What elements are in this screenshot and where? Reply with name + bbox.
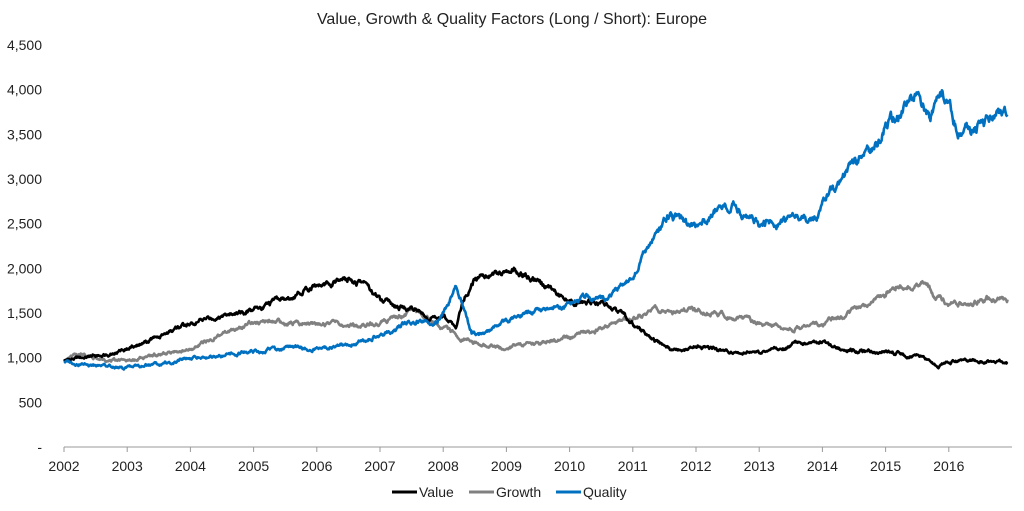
x-tick-label: 2011 (618, 458, 648, 474)
x-axis: 2002 2003 2004 2005 2006 2007 2008 2009 2010 2011… (48, 447, 965, 474)
x-tick-label: 2015 (870, 458, 901, 474)
x-tick-label: 2008 (428, 458, 459, 474)
y-axis: - 500 1,000 1,500 2,000 2,500 3,000 3,500 4,000 4… (7, 37, 42, 455)
x-tick-label: 2002 (48, 458, 79, 474)
y-tick-label: - (37, 439, 42, 455)
legend: Value Growth Quality (392, 484, 627, 500)
y-tick-label: 2,000 (7, 260, 42, 276)
y-tick-label: 3,000 (7, 171, 42, 187)
x-tick-label: 2006 (301, 458, 332, 474)
y-tick-label: 2,500 (7, 216, 42, 232)
x-tick-label: 2005 (238, 458, 269, 474)
x-tick-label: 2013 (744, 458, 775, 474)
x-tick-label: 2007 (364, 458, 395, 474)
y-tick-label: 3,500 (7, 126, 42, 142)
series-line-quality (63, 89, 1009, 371)
x-tick-label: 2014 (807, 458, 838, 474)
legend-label-growth: Growth (496, 484, 541, 500)
y-tick-label: 4,500 (7, 37, 42, 53)
plot-area (63, 89, 1009, 371)
series-line-value (63, 266, 1009, 370)
x-tick-label: 2016 (933, 458, 964, 474)
y-tick-label: 1,500 (7, 305, 42, 321)
series-line-growth (63, 280, 1009, 364)
x-tick-label: 2009 (491, 458, 522, 474)
y-tick-label: 1,000 (7, 350, 42, 366)
y-tick-label: 4,000 (7, 82, 42, 98)
y-tick-label: 500 (19, 394, 43, 410)
legend-label-value: Value (419, 484, 454, 500)
x-tick-label: 2012 (680, 458, 711, 474)
legend-label-quality: Quality (583, 484, 627, 500)
x-tick-label: 2004 (175, 458, 206, 474)
chart-title: Value, Growth & Quality Factors (Long / … (317, 11, 707, 28)
x-tick-label: 2010 (554, 458, 585, 474)
x-tick-label: 2003 (112, 458, 143, 474)
